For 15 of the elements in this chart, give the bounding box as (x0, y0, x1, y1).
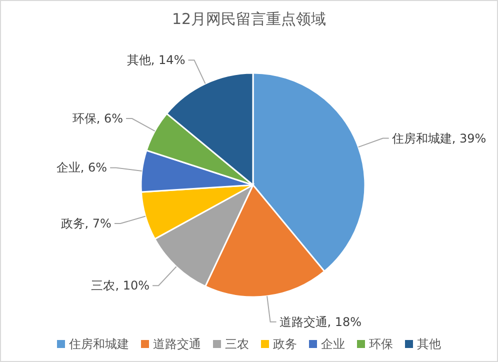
data-label: 企业, 6% (56, 160, 108, 175)
data-label: 环保, 6% (72, 112, 124, 126)
data-label: 住房和城建, 39% (390, 131, 486, 146)
legend-label: 政务 (273, 337, 297, 351)
data-label: 道路交通, 18% (279, 314, 362, 329)
data-label: 三农, 10% (91, 278, 150, 293)
chart-title: 12月网民留言重点领域 (172, 10, 326, 28)
legend-label: 其他 (417, 337, 441, 351)
data-label: 其他, 14% (126, 53, 186, 68)
data-label: 政务, 7% (60, 216, 112, 230)
legend-label: 住房和城建 (68, 337, 129, 351)
legend-label: 环保 (369, 337, 393, 351)
legend-label: 三农 (225, 337, 249, 351)
legend-label: 道路交通 (153, 337, 201, 351)
legend-label: 企业 (321, 337, 345, 351)
